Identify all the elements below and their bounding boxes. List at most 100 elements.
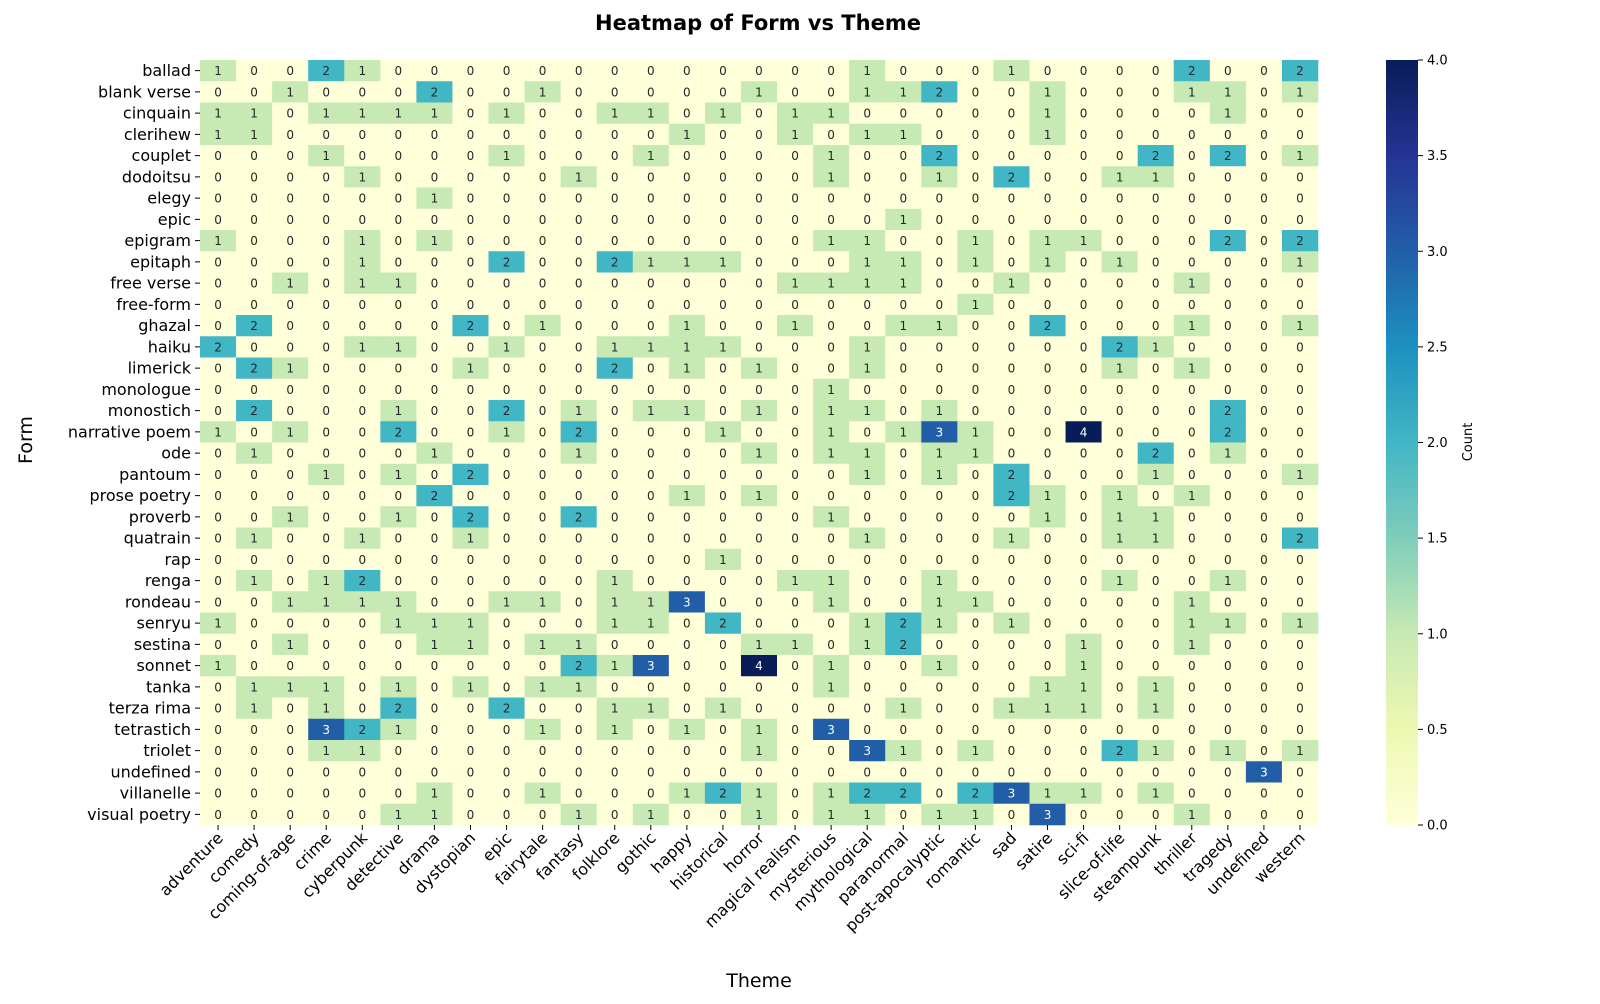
heatmap-cell	[1137, 782, 1175, 805]
heatmap-cell	[921, 357, 958, 380]
cell-value-label: 0	[1260, 595, 1268, 609]
heatmap-cell	[704, 208, 742, 231]
heatmap-cell	[380, 527, 417, 550]
heatmap-cell	[813, 123, 850, 146]
heatmap-cell	[668, 570, 706, 592]
heatmap-cell	[560, 293, 598, 316]
cell-value-label: 0	[575, 85, 583, 99]
cell-value-label: 0	[1296, 340, 1304, 354]
cell-value-label: 0	[322, 765, 330, 779]
heatmap-cell	[1101, 187, 1138, 210]
heatmap-cell	[1245, 655, 1283, 677]
heatmap-cell	[668, 81, 706, 103]
heatmap-cell	[813, 357, 850, 380]
heatmap-cell	[416, 145, 453, 167]
heatmap-cell	[236, 123, 273, 146]
heatmap-cell	[272, 655, 309, 677]
cell-value-label: 0	[431, 595, 439, 609]
heatmap-cell	[813, 166, 850, 188]
cell-value-label: 1	[286, 277, 294, 291]
heatmap-cell	[236, 718, 273, 741]
heatmap-cell	[1029, 166, 1066, 188]
cell-value-label: 0	[647, 744, 655, 758]
heatmap-cell	[921, 208, 958, 231]
heatmap-cell	[993, 123, 1030, 146]
cell-value-label: 1	[250, 680, 258, 694]
cell-value-label: 1	[1296, 319, 1304, 333]
cell-value-label: 0	[1152, 319, 1160, 333]
cell-value-label: 0	[1188, 404, 1196, 418]
cell-value-label: 0	[250, 468, 258, 482]
cell-value-label: 0	[1008, 404, 1016, 418]
cell-value-label: 1	[1044, 255, 1052, 269]
cell-value-label: 1	[972, 255, 980, 269]
cell-value-label: 0	[1296, 808, 1304, 822]
cell-value-label: 0	[1296, 170, 1304, 184]
heatmap-cell	[380, 633, 417, 656]
heatmap-cell	[885, 208, 922, 231]
cell-value-label: 2	[1296, 234, 1304, 248]
heatmap-cell	[1065, 676, 1102, 698]
cell-value-label: 0	[1296, 383, 1304, 397]
heatmap-cell	[200, 761, 237, 783]
heatmap-cell	[1065, 633, 1102, 656]
cell-value-label: 0	[1260, 510, 1268, 524]
cell-value-label: 2	[431, 85, 439, 99]
cell-value-label: 0	[683, 85, 691, 99]
cell-value-label: 0	[1260, 659, 1268, 673]
heatmap-cell	[957, 740, 994, 762]
y-tick-label: epitaph	[130, 252, 191, 271]
cell-value-label: 0	[1260, 702, 1268, 716]
heatmap-cell	[921, 761, 958, 783]
cell-value-label: 0	[936, 489, 944, 503]
heatmap-cell	[813, 315, 850, 337]
heatmap-cell	[777, 803, 814, 826]
cell-value-label: 0	[1224, 680, 1232, 694]
heatmap-cell	[416, 251, 453, 273]
heatmap-cell	[813, 633, 850, 656]
heatmap-cell	[1137, 315, 1175, 337]
heatmap-cell	[704, 123, 742, 146]
cell-value-label: 0	[1116, 319, 1124, 333]
cell-value-label: 0	[719, 128, 727, 142]
heatmap-cell	[632, 782, 670, 805]
heatmap-cell	[740, 570, 778, 592]
cell-value-label: 0	[899, 149, 907, 163]
heatmap-cell	[704, 60, 742, 82]
heatmap-cell	[813, 761, 850, 783]
heatmap-cell	[813, 463, 850, 486]
cell-value-label: 0	[286, 447, 294, 461]
cell-value-label: 0	[358, 680, 366, 694]
heatmap-cell	[921, 740, 958, 762]
heatmap-cell	[1173, 782, 1211, 805]
cell-value-label: 1	[827, 787, 835, 801]
cell-value-label: 0	[250, 213, 258, 227]
heatmap-cell	[704, 782, 742, 805]
heatmap-cell	[632, 655, 670, 677]
cell-value-label: 1	[286, 595, 294, 609]
heatmap-cell	[596, 570, 634, 592]
cell-value-label: 0	[395, 255, 403, 269]
cell-value-label: 0	[358, 489, 366, 503]
cell-value-label: 0	[1152, 617, 1160, 631]
heatmap-cell	[777, 251, 814, 273]
heatmap-cell	[1137, 187, 1175, 210]
heatmap-cell	[813, 102, 850, 125]
cell-value-label: 0	[1116, 680, 1124, 694]
cell-value-label: 1	[611, 340, 619, 354]
cell-value-label: 0	[936, 340, 944, 354]
heatmap-cell	[272, 761, 309, 783]
heatmap-cell	[596, 357, 634, 380]
cell-value-label: 1	[611, 617, 619, 631]
cell-value-label: 0	[611, 319, 619, 333]
heatmap-cell	[1029, 378, 1066, 401]
cell-value-label: 0	[214, 213, 222, 227]
cell-value-label: 1	[972, 744, 980, 758]
heatmap-cell	[1209, 145, 1247, 167]
heatmap-cell	[272, 315, 309, 337]
cell-value-label: 0	[1116, 383, 1124, 397]
y-tick-label: rondeau	[125, 592, 191, 611]
cell-value-label: 0	[1080, 149, 1088, 163]
heatmap-cell	[632, 740, 670, 762]
cell-value-label: 2	[1188, 64, 1196, 78]
